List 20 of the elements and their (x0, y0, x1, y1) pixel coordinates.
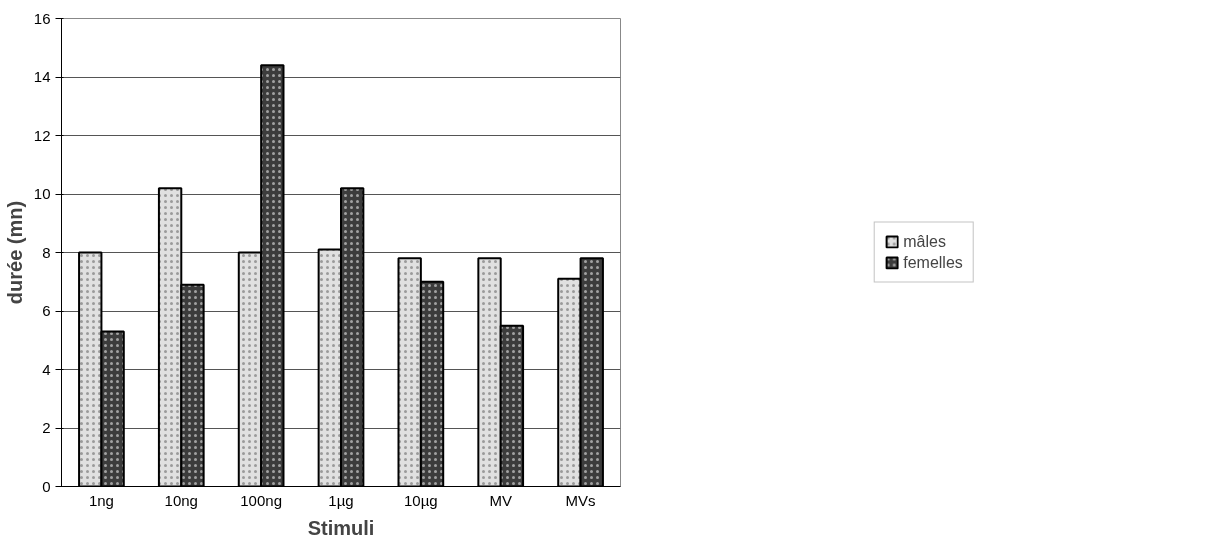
x-tick-label: MV (489, 491, 512, 509)
y-tick-label: 0 (42, 477, 51, 495)
x-tick-label: MVs (565, 491, 596, 509)
x-tick-label: 1µg (328, 491, 354, 509)
y-tick-label: 6 (42, 302, 51, 319)
x-tick-label: 10ng (164, 491, 198, 509)
y-tick-label: 14 (33, 68, 51, 85)
y-tick-label: 8 (42, 243, 51, 261)
x-tick-label: 1ng (88, 491, 114, 509)
legend-label: mâles (903, 232, 946, 251)
x-tick-label: 10µg (404, 491, 438, 509)
x-axis-title: Stimuli (307, 516, 375, 539)
y-tick-label: 2 (42, 419, 51, 436)
y-axis-title: durée (mn) (3, 200, 26, 305)
y-tick-label: 4 (42, 360, 51, 378)
y-tick-label: 10 (33, 185, 51, 202)
x-tick-label: 100ng (240, 491, 283, 509)
y-tick-label: 16 (33, 9, 51, 27)
y-tick-label: 12 (33, 126, 51, 144)
legend-label: femelles (903, 253, 963, 272)
